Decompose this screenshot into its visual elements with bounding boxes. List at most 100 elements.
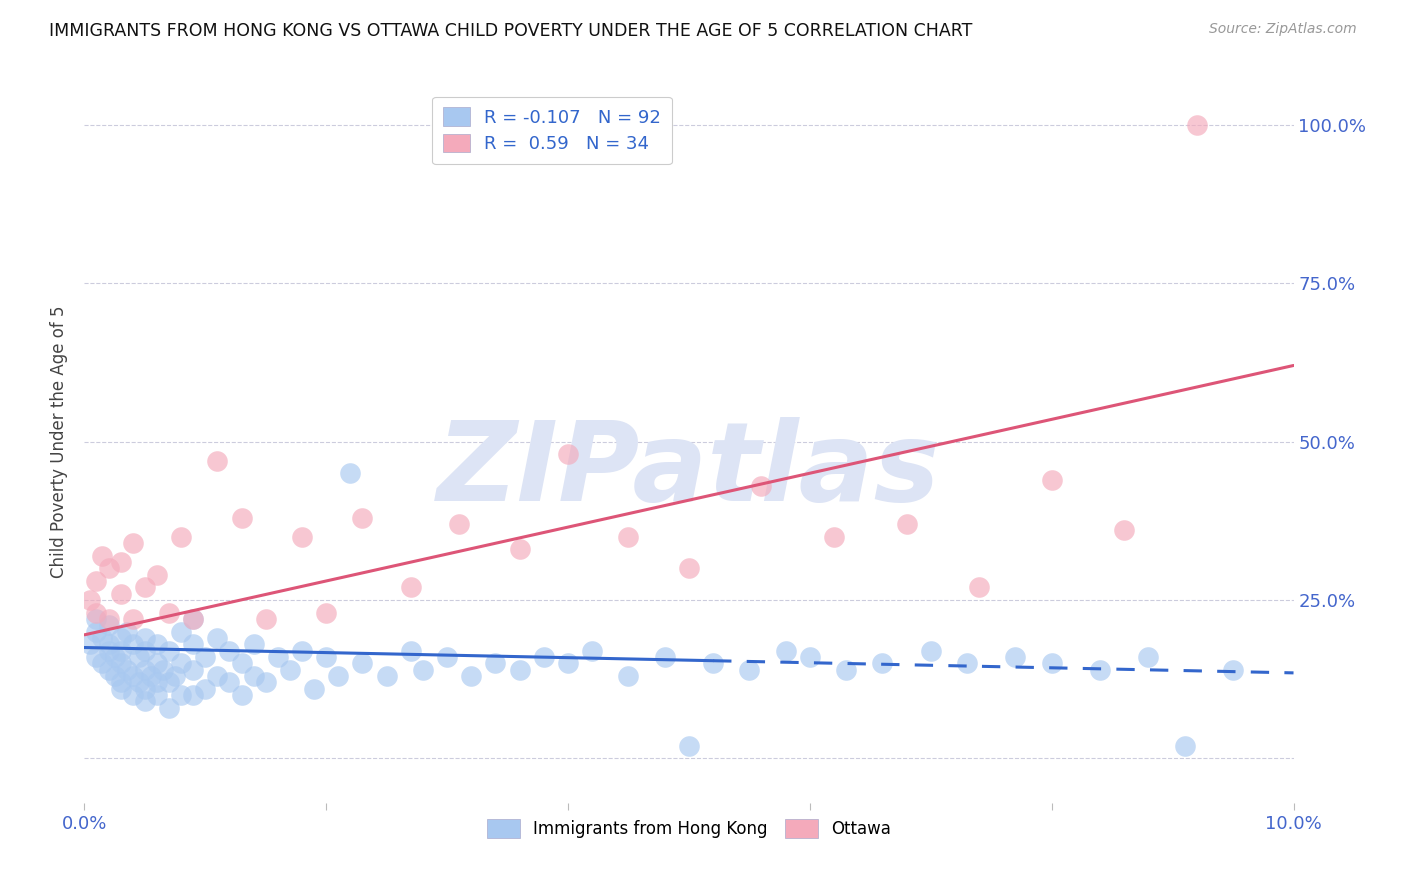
Point bbox=[110, 631, 132, 645]
Point bbox=[170, 657, 193, 671]
Point bbox=[1185, 118, 1208, 132]
Point bbox=[115, 624, 138, 639]
Point bbox=[134, 643, 156, 657]
Point bbox=[207, 453, 229, 467]
Point bbox=[242, 637, 264, 651]
Point bbox=[97, 663, 120, 677]
Point bbox=[181, 688, 204, 702]
Point bbox=[134, 694, 156, 708]
Point bbox=[533, 650, 555, 665]
Point bbox=[751, 479, 773, 493]
Point bbox=[79, 593, 101, 607]
Point bbox=[97, 637, 120, 651]
Point bbox=[678, 739, 700, 753]
Point bbox=[97, 561, 120, 575]
Point bbox=[352, 510, 374, 524]
Point bbox=[194, 681, 217, 696]
Point bbox=[86, 574, 108, 588]
Point bbox=[110, 555, 132, 569]
Point bbox=[835, 663, 858, 677]
Point bbox=[181, 612, 204, 626]
Point bbox=[967, 580, 990, 594]
Point bbox=[1137, 650, 1160, 665]
Point bbox=[170, 624, 193, 639]
Point bbox=[315, 606, 337, 620]
Point bbox=[218, 675, 240, 690]
Point bbox=[165, 669, 187, 683]
Point bbox=[110, 657, 132, 671]
Point bbox=[328, 669, 350, 683]
Point bbox=[557, 657, 579, 671]
Point bbox=[399, 580, 422, 594]
Point bbox=[1040, 473, 1063, 487]
Point bbox=[1174, 739, 1197, 753]
Point bbox=[654, 650, 676, 665]
Point bbox=[399, 643, 422, 657]
Point bbox=[86, 606, 108, 620]
Point bbox=[128, 675, 150, 690]
Point bbox=[436, 650, 458, 665]
Point bbox=[91, 631, 114, 645]
Point bbox=[134, 631, 156, 645]
Point bbox=[104, 669, 127, 683]
Point bbox=[1040, 657, 1063, 671]
Point bbox=[291, 530, 314, 544]
Point bbox=[86, 624, 108, 639]
Point bbox=[412, 663, 434, 677]
Point bbox=[121, 637, 143, 651]
Point bbox=[157, 675, 180, 690]
Point bbox=[509, 663, 531, 677]
Point bbox=[678, 561, 700, 575]
Point bbox=[352, 657, 374, 671]
Point bbox=[194, 650, 217, 665]
Point bbox=[97, 612, 120, 626]
Point bbox=[375, 669, 398, 683]
Point bbox=[110, 675, 132, 690]
Point bbox=[110, 681, 132, 696]
Point bbox=[775, 643, 797, 657]
Point bbox=[134, 580, 156, 594]
Point bbox=[1088, 663, 1111, 677]
Point bbox=[702, 657, 724, 671]
Point bbox=[254, 612, 277, 626]
Point bbox=[146, 637, 169, 651]
Point bbox=[110, 643, 132, 657]
Point bbox=[157, 700, 180, 714]
Point bbox=[231, 657, 253, 671]
Point bbox=[302, 681, 325, 696]
Point bbox=[823, 530, 845, 544]
Point bbox=[121, 669, 143, 683]
Point bbox=[157, 606, 180, 620]
Point bbox=[181, 637, 204, 651]
Point bbox=[97, 618, 120, 632]
Point bbox=[181, 612, 204, 626]
Text: Source: ZipAtlas.com: Source: ZipAtlas.com bbox=[1209, 22, 1357, 37]
Point bbox=[146, 675, 169, 690]
Point bbox=[956, 657, 979, 671]
Point bbox=[152, 663, 174, 677]
Point bbox=[460, 669, 482, 683]
Point bbox=[91, 657, 114, 671]
Point bbox=[139, 669, 162, 683]
Text: IMMIGRANTS FROM HONG KONG VS OTTAWA CHILD POVERTY UNDER THE AGE OF 5 CORRELATION: IMMIGRANTS FROM HONG KONG VS OTTAWA CHIL… bbox=[49, 22, 973, 40]
Point bbox=[872, 657, 894, 671]
Point bbox=[617, 669, 640, 683]
Point bbox=[146, 688, 169, 702]
Point bbox=[315, 650, 337, 665]
Point bbox=[170, 530, 193, 544]
Point bbox=[557, 447, 579, 461]
Point bbox=[146, 657, 169, 671]
Text: ZIPatlas: ZIPatlas bbox=[437, 417, 941, 524]
Point bbox=[79, 637, 101, 651]
Point bbox=[181, 663, 204, 677]
Point bbox=[1222, 663, 1244, 677]
Point bbox=[97, 643, 120, 657]
Point bbox=[157, 643, 180, 657]
Point bbox=[146, 567, 169, 582]
Point bbox=[218, 643, 240, 657]
Point bbox=[896, 516, 918, 531]
Legend: Immigrants from Hong Kong, Ottawa: Immigrants from Hong Kong, Ottawa bbox=[479, 813, 898, 845]
Point bbox=[617, 530, 640, 544]
Point bbox=[86, 650, 108, 665]
Point bbox=[242, 669, 264, 683]
